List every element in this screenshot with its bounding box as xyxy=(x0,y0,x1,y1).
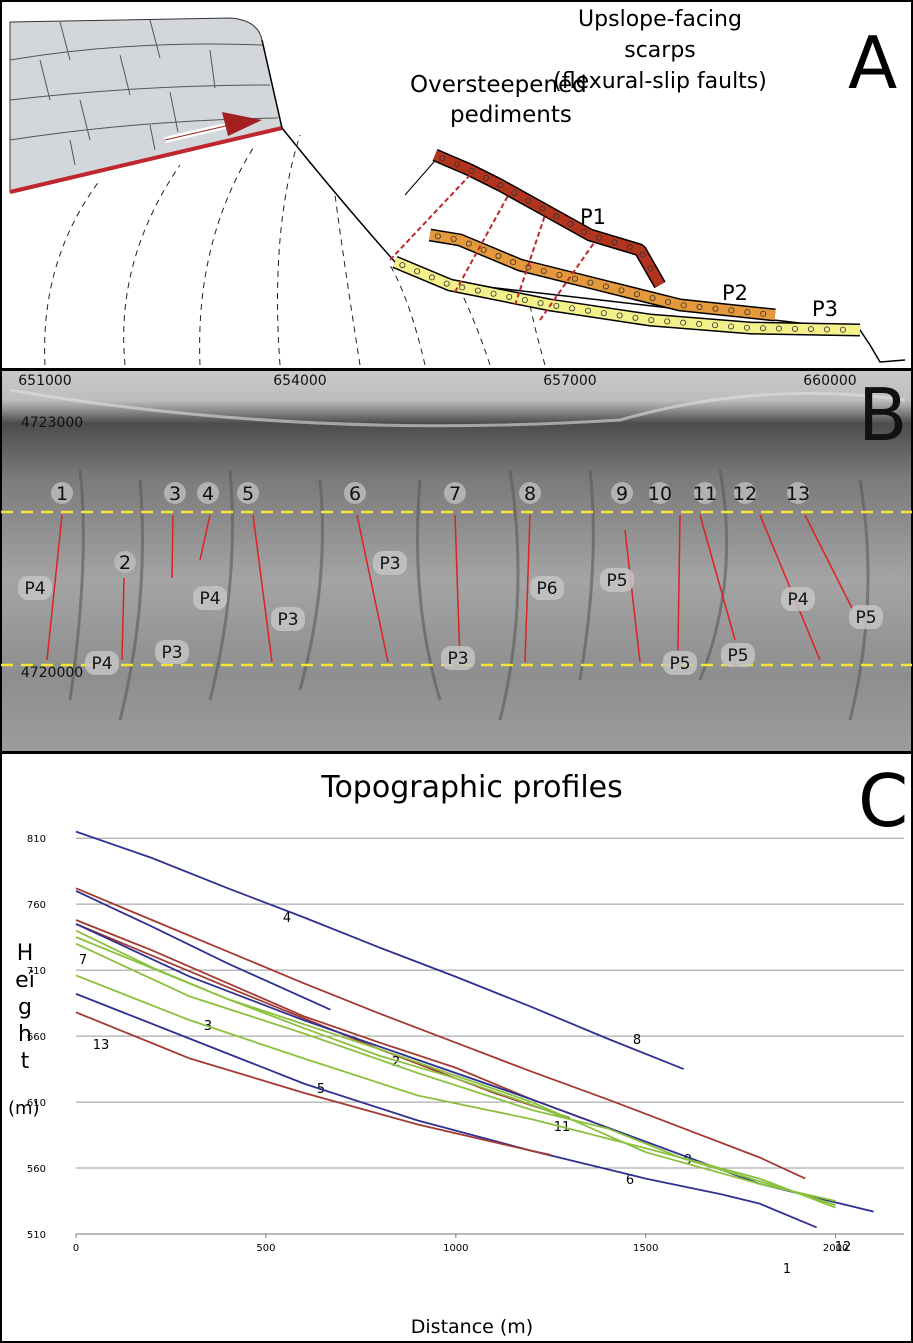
profile-number: 9 xyxy=(616,483,628,505)
series-label: 8 xyxy=(633,1033,641,1048)
x-axis-label: Distance (m) xyxy=(411,1316,533,1338)
profile-number: 2 xyxy=(119,552,131,574)
chart-title: Topographic profiles xyxy=(320,770,623,805)
profile-number: 11 xyxy=(693,483,717,505)
northing-label: 4723000 xyxy=(21,415,83,431)
easting-label: 651000 xyxy=(18,373,71,389)
unit-label: P3 xyxy=(379,554,400,574)
label-p3: P3 xyxy=(812,297,838,321)
unit-label: P4 xyxy=(199,589,220,609)
profile-number: 10 xyxy=(648,483,672,505)
easting-label: 657000 xyxy=(543,373,596,389)
label-p1: P1 xyxy=(580,205,606,229)
series-label: 12 xyxy=(835,1240,852,1255)
series-label: 13 xyxy=(93,1038,110,1053)
unit-label: P4 xyxy=(24,579,45,599)
unit-label: P4 xyxy=(91,654,112,674)
y-axis-unit: (m) xyxy=(8,1098,40,1119)
panel-letter: A xyxy=(848,21,897,105)
x-tick-label: 1000 xyxy=(443,1243,468,1254)
unit-label: P4 xyxy=(787,590,808,610)
panel-letter: B xyxy=(858,373,907,457)
y-tick-label: 510 xyxy=(27,1230,46,1241)
unit-label: P5 xyxy=(727,646,748,666)
profile-number: 12 xyxy=(733,483,757,505)
y-tick-label: 760 xyxy=(27,900,46,911)
series-label: 7 xyxy=(79,953,87,968)
profile-number: 5 xyxy=(242,483,254,505)
x-tick-label: 500 xyxy=(256,1243,275,1254)
unit-label: P5 xyxy=(669,654,690,674)
profile-number: 3 xyxy=(169,483,181,505)
profile-number: 7 xyxy=(449,483,461,505)
profile-trace xyxy=(172,515,173,578)
northing-label: 4720000 xyxy=(21,665,83,681)
profile-number: 8 xyxy=(524,483,536,505)
figure-svg: Oversteepenedpediments Upslope-facingsca… xyxy=(0,0,913,1343)
profile-number: 4 xyxy=(202,483,214,505)
unit-label: P3 xyxy=(161,643,182,663)
x-tick-label: 0 xyxy=(73,1243,79,1254)
y-axis-label: Height xyxy=(14,940,36,1075)
unit-label: P5 xyxy=(606,571,627,591)
easting-label: 654000 xyxy=(273,373,326,389)
profile-number: 1 xyxy=(56,483,68,505)
series-label: 2 xyxy=(392,1055,400,1070)
series-label: 4 xyxy=(283,911,291,926)
profile-number: 13 xyxy=(786,483,810,505)
y-tick-label: 560 xyxy=(27,1164,46,1175)
x-tick-label: 1500 xyxy=(633,1243,658,1254)
label-p2: P2 xyxy=(722,281,748,305)
unit-label: P6 xyxy=(536,579,557,599)
unit-label: P5 xyxy=(855,608,876,628)
y-tick-label: 810 xyxy=(27,834,46,845)
easting-label: 660000 xyxy=(803,373,856,389)
figure: Oversteepenedpediments Upslope-facingsca… xyxy=(0,0,913,1343)
panel-letter: C xyxy=(858,759,908,843)
unit-label: P3 xyxy=(277,610,298,630)
unit-label: P3 xyxy=(447,649,468,669)
series-label: 1 xyxy=(783,1262,791,1277)
profile-number: 6 xyxy=(349,483,361,505)
